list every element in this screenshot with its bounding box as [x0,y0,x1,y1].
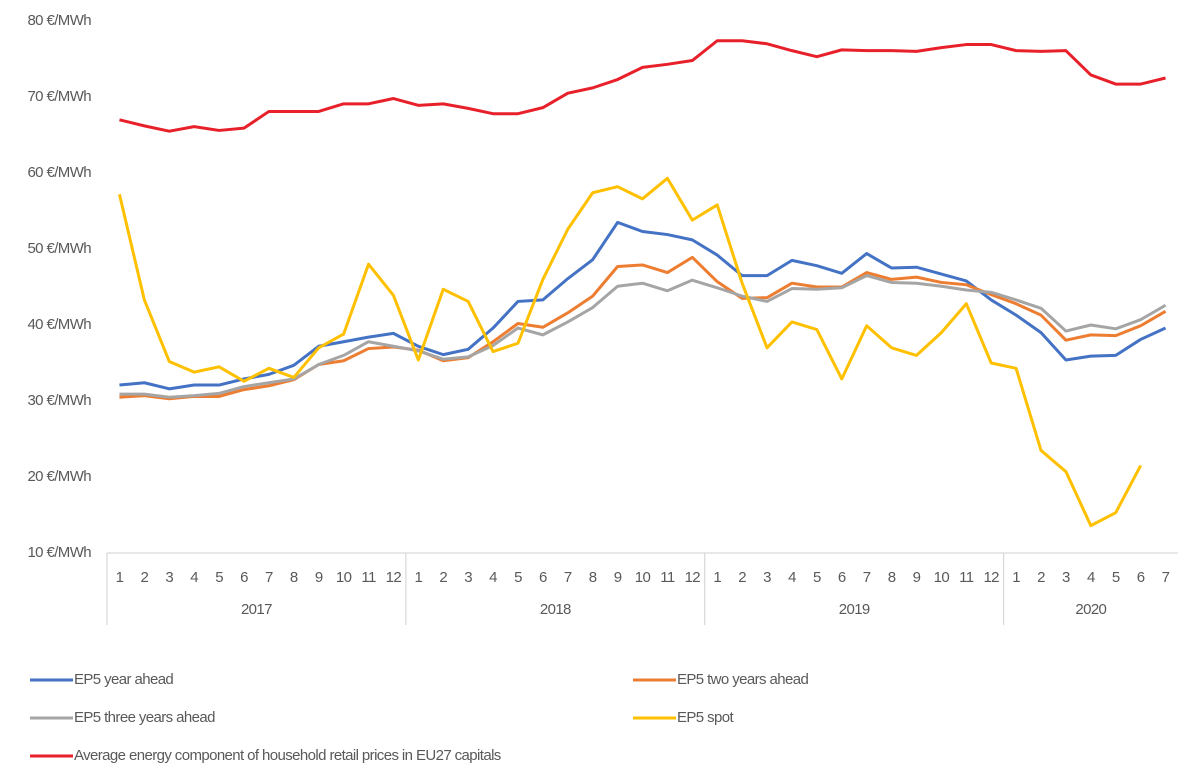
x-tick-label: 8 [290,569,298,586]
y-tick-label: 50 €/MWh [27,240,91,257]
x-tick-label: 5 [514,569,522,586]
x-tick-label: 7 [265,569,273,586]
x-tick-label: 9 [614,569,622,586]
x-group-label: 2020 [1075,601,1106,618]
x-tick-label: 5 [1112,569,1120,586]
legend-label: Average energy component of household re… [74,747,501,764]
series-line [119,255,1167,401]
x-tick-label: 11 [361,569,376,586]
series-line [119,274,1167,399]
legend-label: EP5 spot [677,709,735,726]
y-tick-label: 20 €/MWh [27,468,91,485]
x-tick-label: 8 [888,569,896,586]
y-tick-label: 10 €/MWh [27,544,91,561]
x-tick-label: 1 [713,569,721,586]
x-tick-label: 10 [336,569,352,586]
x-tick-label: 3 [464,569,472,586]
y-tick-label: 60 €/MWh [27,164,91,181]
x-tick-label: 6 [240,569,248,586]
x-tick-label: 6 [1137,569,1145,586]
x-tick-label: 1 [116,569,124,586]
x-tick-label: 1 [414,569,422,586]
series-line [119,39,1166,133]
series-line [117,176,1142,528]
y-tick-label: 80 €/MWh [27,12,91,29]
x-group-label: 2017 [241,601,272,618]
x-tick-label: 11 [660,569,675,586]
y-tick-label: 30 €/MWh [27,392,91,409]
legend-label: EP5 two years ahead [677,671,808,688]
x-group-label: 2018 [540,601,571,618]
x-tick-label: 4 [190,569,198,586]
y-tick-label: 70 €/MWh [27,88,91,105]
x-tick-label: 10 [635,569,651,586]
x-tick-label: 4 [788,569,796,586]
x-tick-label: 2 [1037,569,1045,586]
x-tick-label: 6 [838,569,846,586]
x-tick-label: 2 [439,569,447,586]
x-tick-label: 1 [1012,569,1020,586]
x-tick-label: 2 [738,569,746,586]
legend-label: EP5 year ahead [74,671,173,688]
series-line [119,220,1167,391]
x-tick-label: 6 [539,569,547,586]
x-tick-label: 7 [564,569,572,586]
x-tick-label: 2 [140,569,148,586]
legend-label: EP5 three years ahead [74,709,215,726]
x-tick-label: 4 [1087,569,1095,586]
x-tick-label: 12 [386,569,402,586]
x-tick-label: 10 [934,569,950,586]
x-tick-label: 3 [165,569,173,586]
x-tick-label: 5 [813,569,821,586]
x-tick-label: 11 [959,569,974,586]
x-tick-label: 3 [763,569,771,586]
x-tick-label: 8 [589,569,597,586]
x-tick-label: 9 [315,569,323,586]
x-tick-label: 7 [1162,569,1170,586]
x-group-label: 2019 [839,601,870,618]
x-tick-label: 9 [913,569,921,586]
x-tick-label: 12 [983,569,999,586]
x-tick-label: 12 [685,569,701,586]
x-tick-label: 7 [863,569,871,586]
x-tick-label: 4 [489,569,497,586]
y-tick-label: 40 €/MWh [27,316,91,333]
x-tick-label: 3 [1062,569,1070,586]
x-tick-label: 5 [215,569,223,586]
